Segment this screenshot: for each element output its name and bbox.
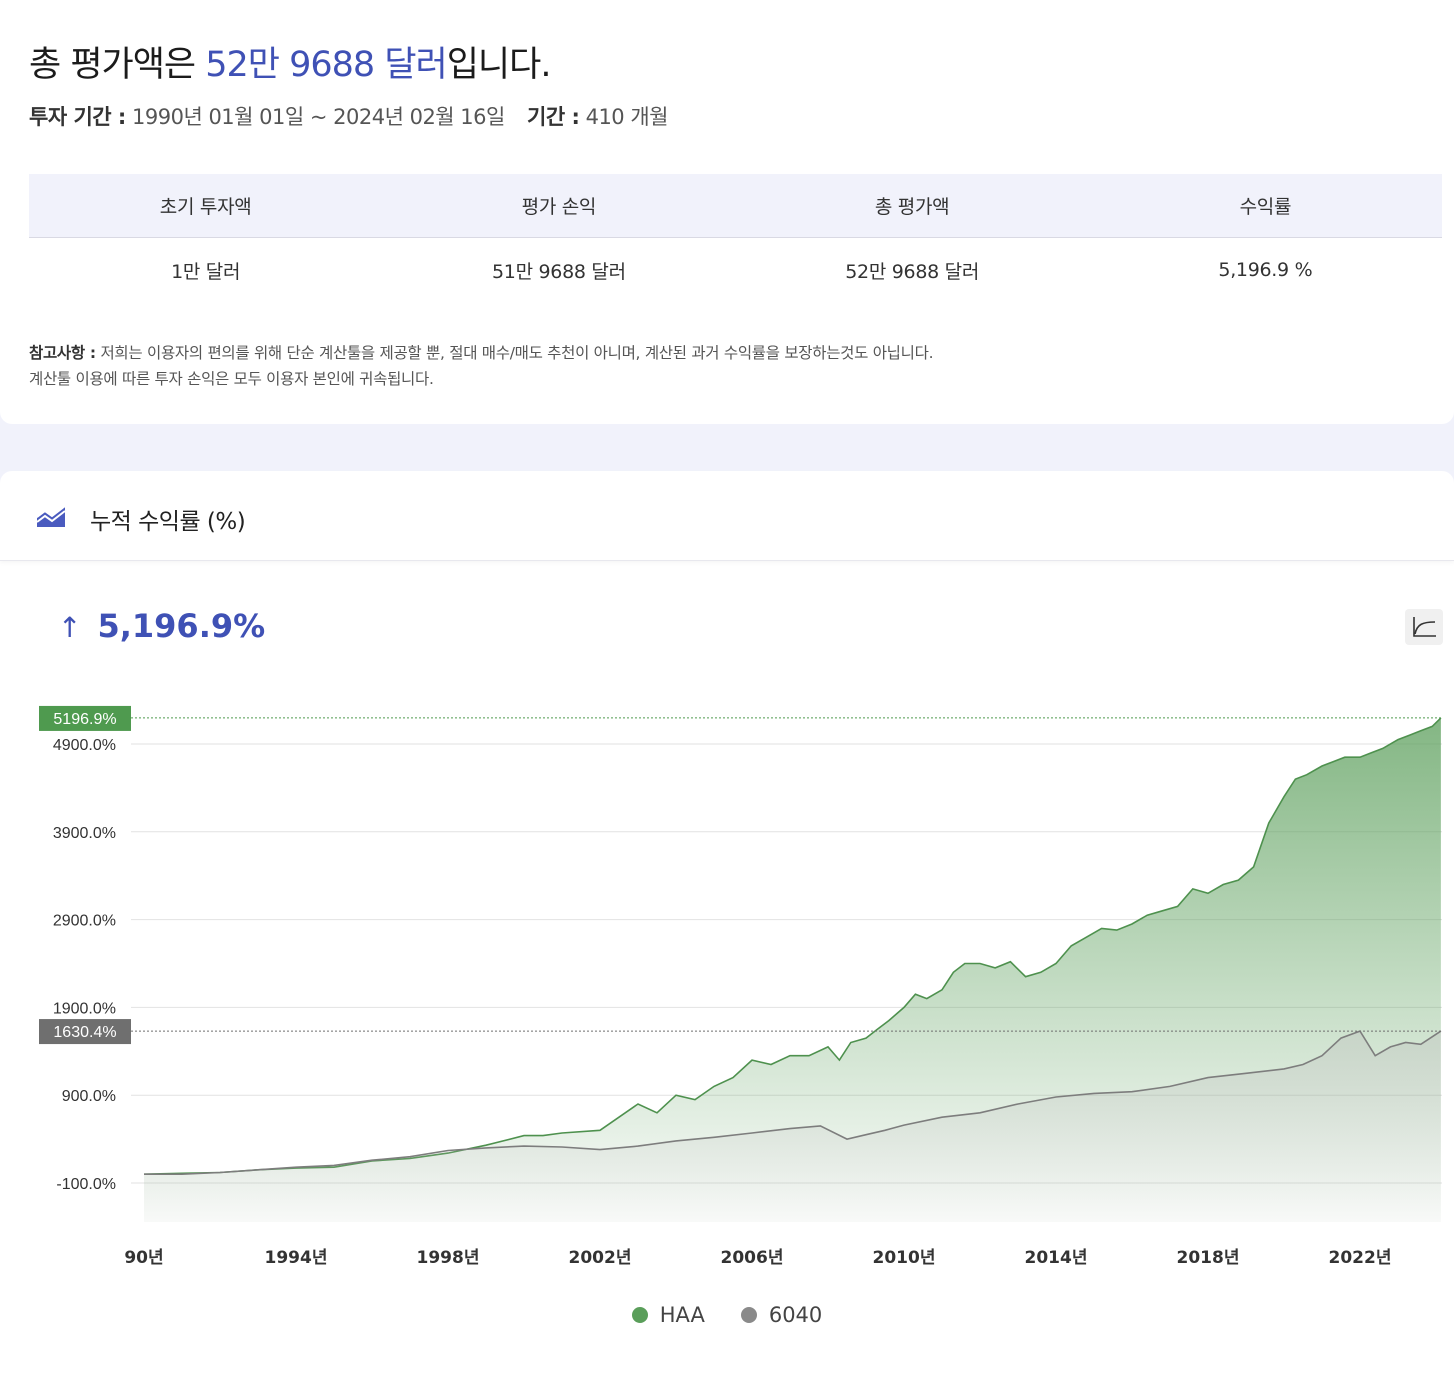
- header-profit-loss: 평가 손익: [521, 196, 597, 218]
- x-tick-label: 2002년: [569, 1248, 632, 1268]
- end-value-label: 1630.4%: [53, 1024, 116, 1041]
- disclaimer-line1: 저희는 이용자의 편의를 위해 단순 계산툴을 제공할 뿐, 절대 매수/매도 …: [95, 344, 934, 362]
- x-tick-label: 2010년: [873, 1248, 936, 1268]
- cumulative-return-value: 5,196.9%: [97, 607, 266, 645]
- summary-table: 초기 투자액 평가 손익 총 평가액 수익률 1만 달러 51만 9688 달러…: [29, 174, 1442, 302]
- y-tick-label: 2900.0%: [53, 913, 116, 930]
- value-return-rate: 5,196.9 %: [1218, 259, 1313, 281]
- plot-area: [143, 717, 1442, 1222]
- disclaimer-label: 참고사항 :: [29, 344, 96, 362]
- legend-dot-6040: [740, 1307, 757, 1323]
- header-total-value: 총 평가액: [874, 196, 950, 218]
- period-info: 투자 기간 : 1990년 01월 01일 ~ 2024년 02월 16일 기간…: [29, 101, 668, 131]
- area-chart-icon: [36, 505, 66, 527]
- disclaimer: 참고사항 : 저희는 이용자의 편의를 위해 단순 계산툴을 제공할 뿐, 절대…: [29, 340, 934, 392]
- legend-label-6040: 6040: [768, 1303, 823, 1327]
- log-scale-button[interactable]: [1405, 609, 1443, 645]
- legend-item-haa[interactable]: HAA: [631, 1303, 705, 1327]
- x-tick-label: 2014년: [1025, 1248, 1088, 1268]
- y-tick-label: -100.0%: [56, 1176, 116, 1193]
- end-value-badge: [39, 1019, 131, 1045]
- x-tick-label: 1994년: [265, 1248, 328, 1268]
- result-card: 총 평가액은 52만 9688 달러입니다. 투자 기간 : 1990년 01월…: [0, 0, 1454, 424]
- value-profit-loss: 51만 9688 달러: [492, 260, 626, 283]
- end-value-badge: [39, 705, 131, 731]
- chart-legend: HAA 6040: [0, 1303, 1454, 1327]
- up-arrow-icon: ↑: [58, 611, 82, 644]
- headline-suffix: 입니다.: [446, 45, 552, 85]
- headline-amount: 52만 9688 달러: [205, 45, 447, 85]
- duration-label: 기간 :: [527, 105, 580, 129]
- value-initial-investment: 1만 달러: [171, 260, 241, 283]
- series-line-6040: [144, 1030, 1442, 1175]
- summary-header-row: 초기 투자액 평가 손익 총 평가액 수익률: [29, 174, 1442, 238]
- end-value-label: 5196.9%: [53, 711, 116, 728]
- result-headline: 총 평가액은 52만 9688 달러입니다.: [29, 36, 552, 87]
- series-area-6040: [144, 1031, 1441, 1222]
- duration-value: 410 개월: [585, 105, 669, 129]
- header-initial-investment: 초기 투자액: [159, 196, 252, 218]
- log-scale-icon: [1413, 617, 1436, 637]
- invest-period-value: 1990년 01월 01일 ~ 2024년 02월 16일: [132, 105, 505, 129]
- x-tick-label: 90년: [124, 1248, 163, 1268]
- legend-item-6040[interactable]: 6040: [740, 1303, 823, 1327]
- y-tick-label: 4900.0%: [53, 737, 116, 754]
- x-tick-label: 2018년: [1177, 1248, 1240, 1268]
- headline-prefix: 총 평가액은: [29, 45, 206, 85]
- y-tick-label: 3900.0%: [53, 825, 116, 842]
- summary-value-row: 1만 달러 51만 9688 달러 52만 9688 달러 5,196.9 %: [29, 238, 1442, 302]
- disclaimer-line2: 계산툴 이용에 따른 투자 손익은 모두 이용자 본인에 귀속됩니다.: [29, 370, 434, 388]
- legend-dot-haa: [631, 1307, 648, 1323]
- header-return-rate: 수익률: [1239, 196, 1292, 218]
- y-tick-label: 900.0%: [62, 1088, 116, 1105]
- series-line-haa: [143, 717, 1442, 1175]
- value-total-value: 52만 9688 달러: [845, 260, 979, 283]
- chart-header: 누적 수익률 (%): [0, 471, 1454, 561]
- x-tick-label: 2022년: [1329, 1248, 1392, 1268]
- chart-title: 누적 수익률 (%): [90, 509, 246, 535]
- y-tick-label: 1900.0%: [53, 1000, 116, 1017]
- invest-period-label: 투자 기간 :: [29, 105, 126, 129]
- x-tick-label: 2006년: [721, 1248, 784, 1268]
- legend-label-haa: HAA: [659, 1303, 705, 1327]
- cumulative-return: ↑ 5,196.9%: [58, 607, 265, 645]
- x-tick-label: 1998년: [417, 1248, 480, 1268]
